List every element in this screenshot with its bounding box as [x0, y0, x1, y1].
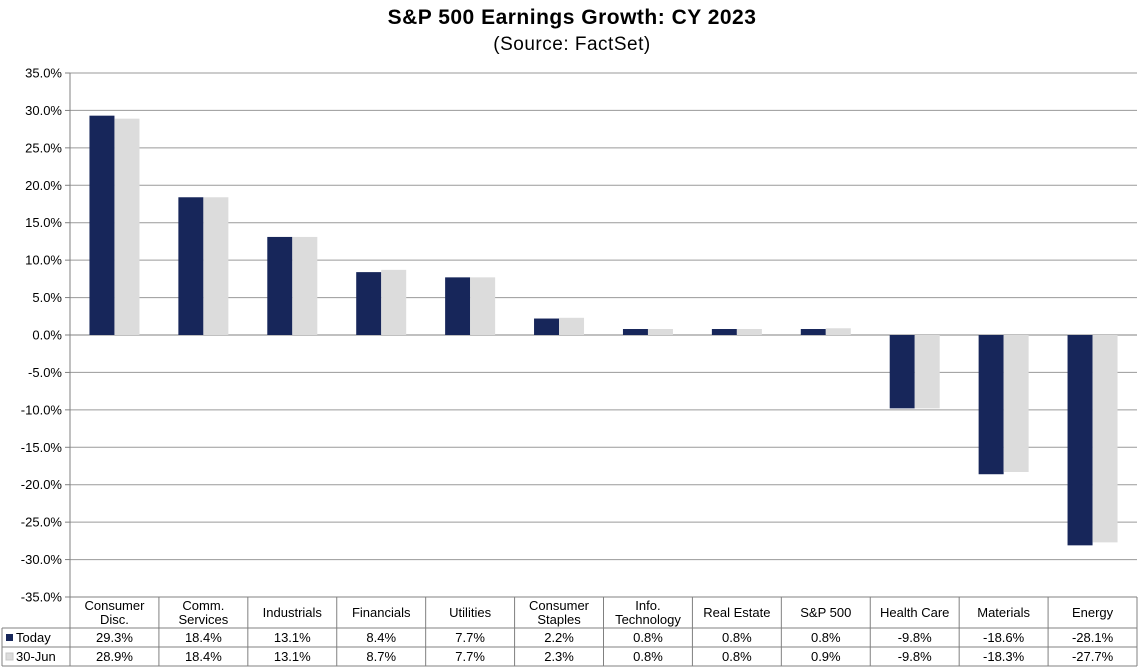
data-label: 18.4%	[185, 649, 222, 664]
data-label: 0.8%	[633, 649, 663, 664]
legend-label: 30-Jun	[16, 649, 56, 664]
bar-30-jun	[470, 277, 496, 335]
x-tick-label: Staples	[537, 612, 581, 627]
bar-today	[889, 335, 915, 409]
data-label: -18.3%	[983, 649, 1025, 664]
data-label: 8.4%	[366, 630, 396, 645]
data-label: 8.7%	[366, 649, 396, 664]
bar-today	[800, 329, 826, 335]
bar-today	[622, 329, 648, 335]
legend-key-30-jun	[5, 652, 14, 661]
y-tick-label: -25.0%	[21, 515, 63, 530]
x-tick-label: Info.	[635, 598, 660, 613]
y-tick-label: 30.0%	[25, 103, 62, 118]
data-label: 29.3%	[96, 630, 133, 645]
data-label: 2.2%	[544, 630, 574, 645]
bar-today	[534, 318, 560, 335]
data-label: 28.9%	[96, 649, 133, 664]
bar-today	[445, 277, 471, 335]
data-label: 0.9%	[811, 649, 841, 664]
bar-30-jun	[203, 197, 229, 335]
data-label: 18.4%	[185, 630, 222, 645]
x-tick-label: Materials	[977, 605, 1030, 620]
data-label: -28.1%	[1072, 630, 1114, 645]
data-label: -18.6%	[983, 630, 1025, 645]
x-tick-label: Technology	[615, 612, 681, 627]
x-tick-label: S&P 500	[800, 605, 851, 620]
y-axis: 35.0% 30.0% 25.0% 20.0% 15.0% 10.0% 5.0% 0.0% -5…	[21, 66, 71, 605]
y-tick-label: 25.0%	[25, 140, 62, 155]
bar-today	[711, 329, 737, 335]
bar-today	[356, 272, 382, 335]
bar-30-jun	[1003, 335, 1029, 472]
x-tick-label: Utilities	[449, 605, 491, 620]
data-label: 0.8%	[722, 630, 752, 645]
data-label: 0.8%	[633, 630, 663, 645]
bars	[89, 115, 1118, 546]
y-tick-label: 10.0%	[25, 253, 62, 268]
y-tick-label: -20.0%	[21, 477, 63, 492]
y-tick-label: -15.0%	[21, 440, 63, 455]
bar-today	[89, 115, 115, 335]
data-label: 7.7%	[455, 649, 485, 664]
x-tick-label: Health Care	[880, 605, 949, 620]
bar-30-jun	[1092, 335, 1118, 543]
bar-30-jun	[914, 335, 940, 409]
y-tick-label: 15.0%	[25, 215, 62, 230]
y-tick-label: -5.0%	[28, 365, 62, 380]
bar-today	[267, 236, 293, 335]
data-label: 0.8%	[811, 630, 841, 645]
data-label: -27.7%	[1072, 649, 1114, 664]
y-tick-label: 20.0%	[25, 178, 62, 193]
bar-30-jun	[825, 328, 851, 335]
bar-today	[178, 197, 204, 335]
x-tick-label: Financials	[352, 605, 411, 620]
chart-subtitle: (Source: FactSet)	[493, 34, 651, 55]
y-tick-label: -30.0%	[21, 552, 63, 567]
x-tick-label: Industrials	[263, 605, 323, 620]
bar-30-jun	[647, 329, 673, 335]
x-tick-label: Energy	[1072, 605, 1114, 620]
bar-today	[1067, 335, 1093, 546]
bar-today	[978, 335, 1004, 475]
y-tick-label: 5.0%	[32, 290, 62, 305]
legend-label: Today	[16, 630, 51, 645]
chart-title: S&P 500 Earnings Growth: CY 2023	[387, 6, 757, 29]
data-label: 0.8%	[722, 649, 752, 664]
bar-30-jun	[114, 118, 140, 335]
bar-30-jun	[381, 269, 407, 335]
legend-key-today	[6, 634, 13, 641]
y-tick-label: -35.0%	[21, 590, 63, 605]
data-label: 7.7%	[455, 630, 485, 645]
y-tick-label: 35.0%	[25, 66, 62, 81]
data-label: 2.3%	[544, 649, 574, 664]
bar-30-jun	[292, 236, 318, 335]
data-label: -9.8%	[898, 630, 932, 645]
bar-30-jun	[736, 329, 762, 335]
data-label: -9.8%	[898, 649, 932, 664]
x-tick-label: Comm.	[182, 598, 224, 613]
bar-30-jun	[559, 317, 585, 335]
x-tick-label: Disc.	[100, 612, 129, 627]
data-label: 13.1%	[274, 630, 311, 645]
x-tick-label: Services	[178, 612, 228, 627]
y-tick-label: 0.0%	[32, 328, 62, 343]
gridlines	[70, 72, 1137, 598]
x-tick-label: Consumer	[529, 598, 590, 613]
y-tick-label: -10.0%	[21, 402, 63, 417]
x-tick-label: Consumer	[84, 598, 145, 613]
data-label: 13.1%	[274, 649, 311, 664]
x-tick-label: Real Estate	[703, 605, 770, 620]
